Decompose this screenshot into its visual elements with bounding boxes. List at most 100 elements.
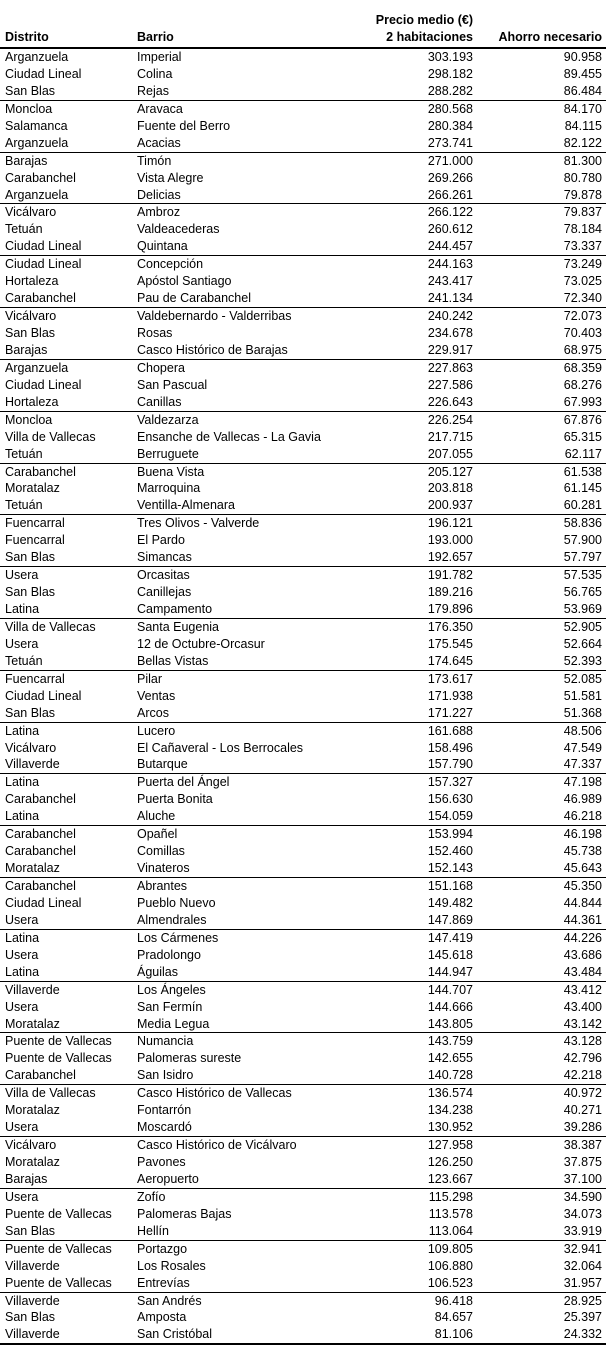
price-cell: 109.805 xyxy=(427,1241,473,1256)
savings-cell: 68.276 xyxy=(563,377,602,392)
price-cell: 156.630 xyxy=(427,792,473,807)
savings-cell: 33.919 xyxy=(473,1222,606,1241)
barrio-cell: Valdeacederas xyxy=(137,222,220,237)
savings-cell: 80.780 xyxy=(563,170,602,185)
table-row: Tetuán Bellas Vistas 174.645 52.393 xyxy=(0,652,606,671)
barrio-cell: Chopera xyxy=(137,360,185,375)
price-cell: 144.947 xyxy=(337,963,473,982)
savings-cell: 32.064 xyxy=(563,1258,602,1273)
district-cell: Ciudad Lineal xyxy=(5,66,82,81)
price-cell: 234.678 xyxy=(427,326,473,340)
price-cell: 115.298 xyxy=(428,1189,473,1204)
district-cell: Usera xyxy=(5,947,39,962)
district-cell: Barajas xyxy=(5,153,48,168)
barrio-cell: Valdebernardo - Valderribas xyxy=(137,309,292,324)
price-cell: 123.667 xyxy=(337,1170,473,1189)
district-cell: Tetuán xyxy=(0,445,137,464)
price-cell: 113.578 xyxy=(428,1206,473,1221)
barrio-cell: 12 de Octubre-Orcasur xyxy=(137,636,265,651)
price-cell: 189.216 xyxy=(427,585,473,600)
barrio-cell: Los Rosales xyxy=(137,1258,206,1273)
district-cell: Carabanchel xyxy=(5,879,76,893)
barrio-cell: Imperial xyxy=(137,50,182,64)
table-row: Ciudad Lineal Pueblo Nuevo 149.482 44.844 xyxy=(0,895,606,912)
header-precio: Precio medio (€) 2 habitaciones xyxy=(337,0,473,49)
barrio-cell: Apóstol Santiago xyxy=(137,274,232,289)
district-cell: Latina xyxy=(5,930,40,945)
price-cell: 140.728 xyxy=(337,1067,473,1086)
district-cell: Usera xyxy=(5,999,39,1014)
barrio-cell: San Cristóbal xyxy=(137,1326,337,1345)
price-cell: 143.805 xyxy=(337,1015,473,1034)
district-cell: Carabanchel xyxy=(0,1067,137,1086)
barrio-cell: Palomeras sureste xyxy=(137,1051,242,1066)
district-cell: Usera xyxy=(0,911,137,930)
savings-cell: 81.300 xyxy=(563,153,602,168)
barrio-cell: Media Legua xyxy=(137,1015,337,1034)
barrio-cell: Entrevías xyxy=(137,1274,337,1293)
district-cell: Ciudad Lineal xyxy=(0,238,137,257)
table-row: Barajas Timón 271.000 81.300 xyxy=(0,152,606,169)
savings-cell: 52.905 xyxy=(563,619,602,634)
savings-cell: 25.397 xyxy=(563,1310,602,1325)
table-row: Vicálvaro El Cañaveral - Los Berrocales 15… xyxy=(0,740,606,757)
savings-cell: 67.876 xyxy=(563,412,602,427)
barrio-cell: Ambroz xyxy=(137,205,181,220)
table-row: Carabanchel Puerta Bonita 156.630 46.989 xyxy=(0,791,606,808)
price-cell: 303.193 xyxy=(427,50,473,64)
table-row: Carabanchel Abrantes 151.168 45.350 xyxy=(0,878,606,895)
table-body: Arganzuela Imperial 303.193 90.958 Ciudad Li… xyxy=(0,48,606,1345)
table-row: Usera Almendrales 147.869 44.361 xyxy=(0,911,606,930)
header-precio-line1: Precio medio (€) xyxy=(375,13,473,27)
table-row: Moratalaz Media Legua 143.805 43.142 xyxy=(0,1015,606,1034)
price-cell: 271.000 xyxy=(427,153,473,168)
table-row: Salamanca Fuente del Berro 280.384 84.115 xyxy=(0,118,606,135)
table-row: Moncloa Valdezarza 226.254 67.876 xyxy=(0,411,606,428)
price-cell: 157.790 xyxy=(337,756,473,775)
table-row: Latina Campamento 179.896 53.969 xyxy=(0,601,606,619)
table-row: Ciudad Lineal Ventas 171.938 51.581 xyxy=(0,688,606,705)
table-row: Puente de Vallecas Palomeras sureste 142.6… xyxy=(0,1050,606,1067)
table-row: Latina Lucero 161.688 48.506 xyxy=(0,722,606,739)
district-cell: Salamanca xyxy=(5,118,68,133)
barrio-cell: Arcos xyxy=(137,704,337,723)
table-row: Moncloa Aravaca 280.568 84.170 xyxy=(0,100,606,117)
price-cell: 298.182 xyxy=(427,66,473,81)
district-cell: Tetuán xyxy=(5,222,43,237)
price-cell: 227.863 xyxy=(427,360,473,375)
savings-cell: 57.797 xyxy=(473,549,606,568)
savings-cell: 42.796 xyxy=(563,1051,602,1066)
price-cell: 136.574 xyxy=(427,1086,473,1101)
savings-cell: 61.538 xyxy=(563,464,602,479)
savings-cell: 47.549 xyxy=(563,740,602,755)
barrio-cell: Portazgo xyxy=(137,1241,188,1256)
price-cell: 157.327 xyxy=(427,775,473,790)
table-row: Usera Moscardó 130.952 39.286 xyxy=(0,1119,606,1138)
barrio-cell: Valdezarza xyxy=(137,412,199,427)
price-cell: 207.055 xyxy=(337,445,473,464)
district-cell: Moratalaz xyxy=(5,481,60,496)
barrio-cell: Abrantes xyxy=(137,879,188,893)
price-cell: 196.121 xyxy=(427,516,473,531)
table-row: San Blas Canillejas 189.216 56.765 xyxy=(0,584,606,601)
district-cell: Moratalaz xyxy=(5,1155,60,1169)
table-row: Usera Orcasitas 191.782 57.535 xyxy=(0,567,606,584)
price-cell: 266.261 xyxy=(337,186,473,205)
district-cell: San Blas xyxy=(5,585,56,600)
district-cell: Tetuán xyxy=(0,497,137,516)
savings-cell: 68.359 xyxy=(563,360,602,375)
price-cell: 226.643 xyxy=(337,393,473,412)
district-cell: Vicálvaro xyxy=(5,205,57,220)
table-row: Villa de Vallecas Ensanche de Vallecas - … xyxy=(0,429,606,446)
savings-cell: 68.975 xyxy=(473,341,606,360)
savings-cell: 73.249 xyxy=(563,257,602,272)
district-cell: Moncloa xyxy=(5,412,53,427)
price-cell: 173.617 xyxy=(427,671,473,686)
header-row: Distrito Barrio Precio medio (€) 2 habit… xyxy=(0,0,606,49)
savings-cell: 65.315 xyxy=(563,429,602,444)
district-cell: Villa de Vallecas xyxy=(5,619,96,634)
barrio-cell: El Cañaveral - Los Berrocales xyxy=(137,740,304,755)
price-cell: 161.688 xyxy=(427,723,473,738)
savings-cell: 58.836 xyxy=(563,516,602,531)
